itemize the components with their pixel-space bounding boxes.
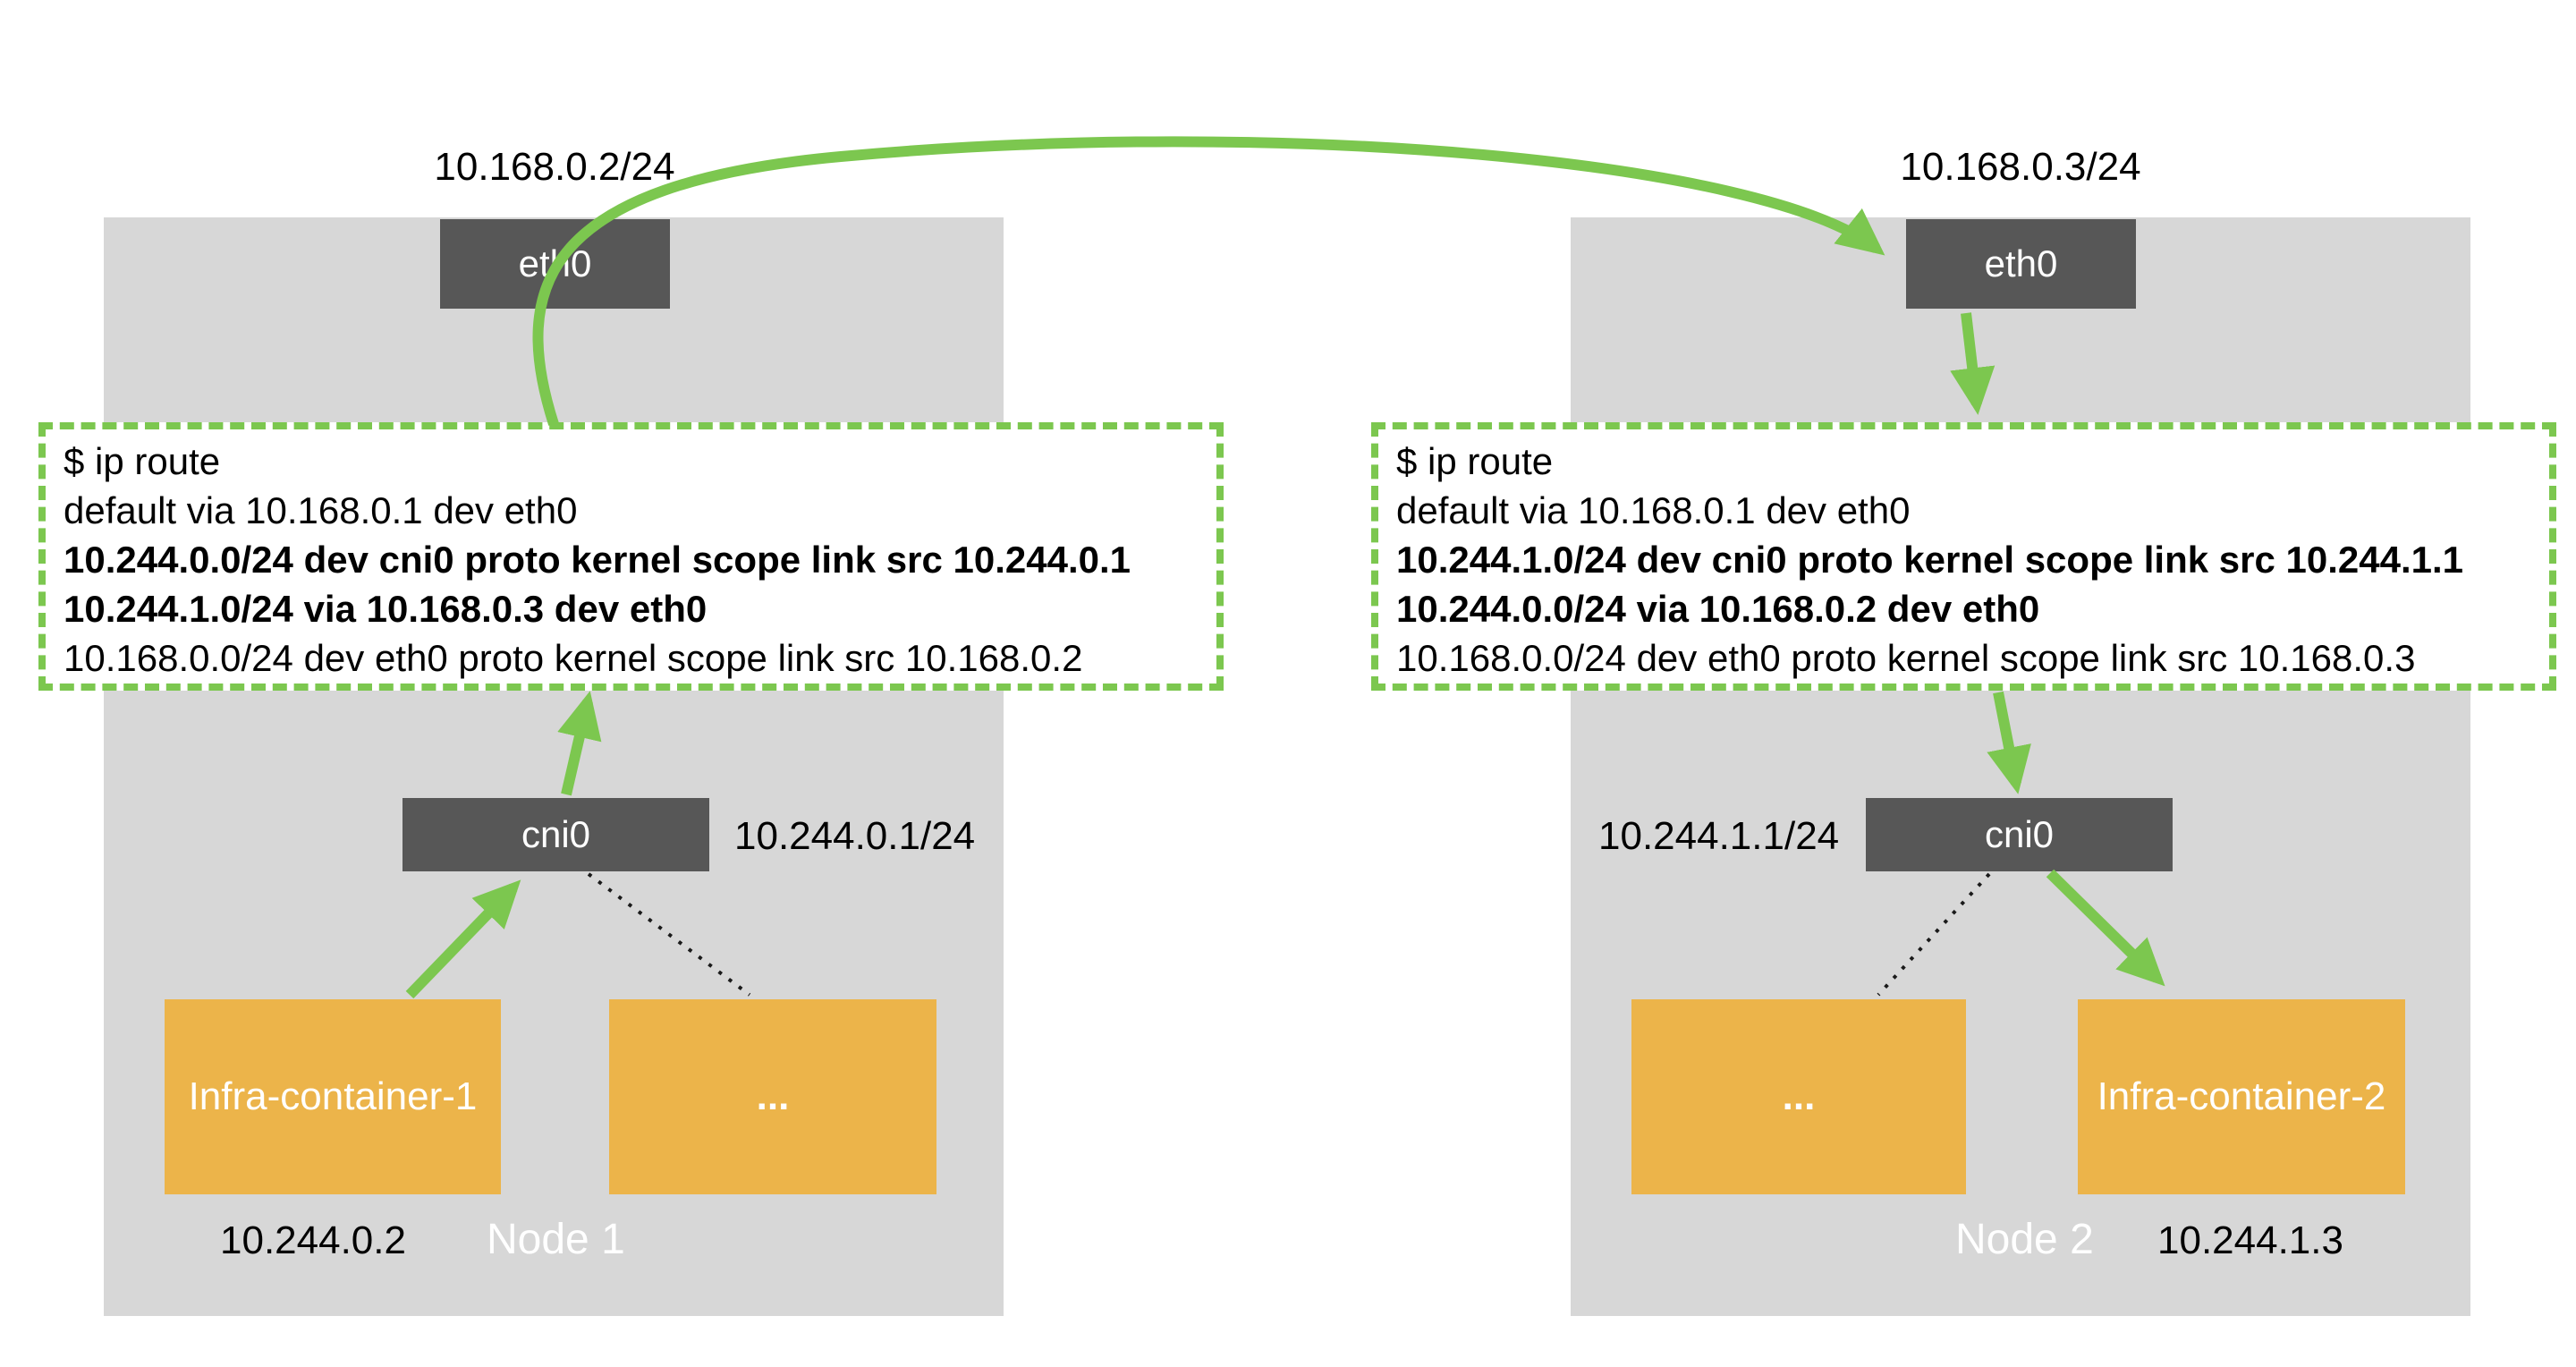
node-1-eth0-ip-label: 10.168.0.2/24 bbox=[434, 145, 675, 189]
route-line: 10.244.1.0/24 dev cni0 proto kernel scop… bbox=[1396, 539, 2464, 581]
route-line: default via 10.168.0.1 dev eth0 bbox=[64, 489, 578, 531]
node-2-pod-ip-label: 10.244.1.3 bbox=[2157, 1218, 2343, 1262]
route-line: $ ip route bbox=[1396, 440, 1554, 482]
route-line: 10.244.0.0/24 via 10.168.0.2 dev eth0 bbox=[1396, 588, 2040, 630]
route-line: 10.168.0.0/24 dev eth0 proto kernel scop… bbox=[64, 637, 1083, 679]
route-line: 10.168.0.0/24 dev eth0 proto kernel scop… bbox=[1396, 637, 2416, 679]
node-2-ellipsis-container-box: ... bbox=[1631, 999, 1966, 1194]
node-2-cni0-ip-label: 10.244.1.1/24 bbox=[1598, 814, 1840, 858]
route-line: default via 10.168.0.1 dev eth0 bbox=[1396, 489, 1911, 531]
route-line: 10.244.1.0/24 via 10.168.0.3 dev eth0 bbox=[64, 588, 708, 630]
node-1-cni0-ip-label: 10.244.0.1/24 bbox=[734, 814, 976, 858]
infra-container-1-box: Infra-container-1 bbox=[165, 999, 501, 1194]
node-1-pod-ip-label: 10.244.0.2 bbox=[220, 1218, 406, 1262]
node-1-ellipsis-container-box: ... bbox=[609, 999, 936, 1194]
route-line: 10.244.0.0/24 dev cni0 proto kernel scop… bbox=[64, 539, 1131, 581]
node-2-label: Node 2 bbox=[1955, 1216, 2094, 1263]
node-2-eth0-box: eth0 bbox=[1906, 219, 2136, 309]
route-line: $ ip route bbox=[64, 440, 221, 482]
node-2-eth0-ip-label: 10.168.0.3/24 bbox=[1900, 145, 2141, 189]
infra-container-2-box: Infra-container-2 bbox=[2078, 999, 2405, 1194]
node-1-eth0-box: eth0 bbox=[440, 219, 670, 309]
node-1-route-table: $ ip route default via 10.168.0.1 dev et… bbox=[38, 422, 1224, 691]
node-2-route-table: $ ip route default via 10.168.0.1 dev et… bbox=[1371, 422, 2556, 691]
node-1-cni0-box: cni0 bbox=[402, 798, 709, 871]
node-1-label: Node 1 bbox=[487, 1216, 625, 1263]
node-2-cni0-box: cni0 bbox=[1866, 798, 2173, 871]
